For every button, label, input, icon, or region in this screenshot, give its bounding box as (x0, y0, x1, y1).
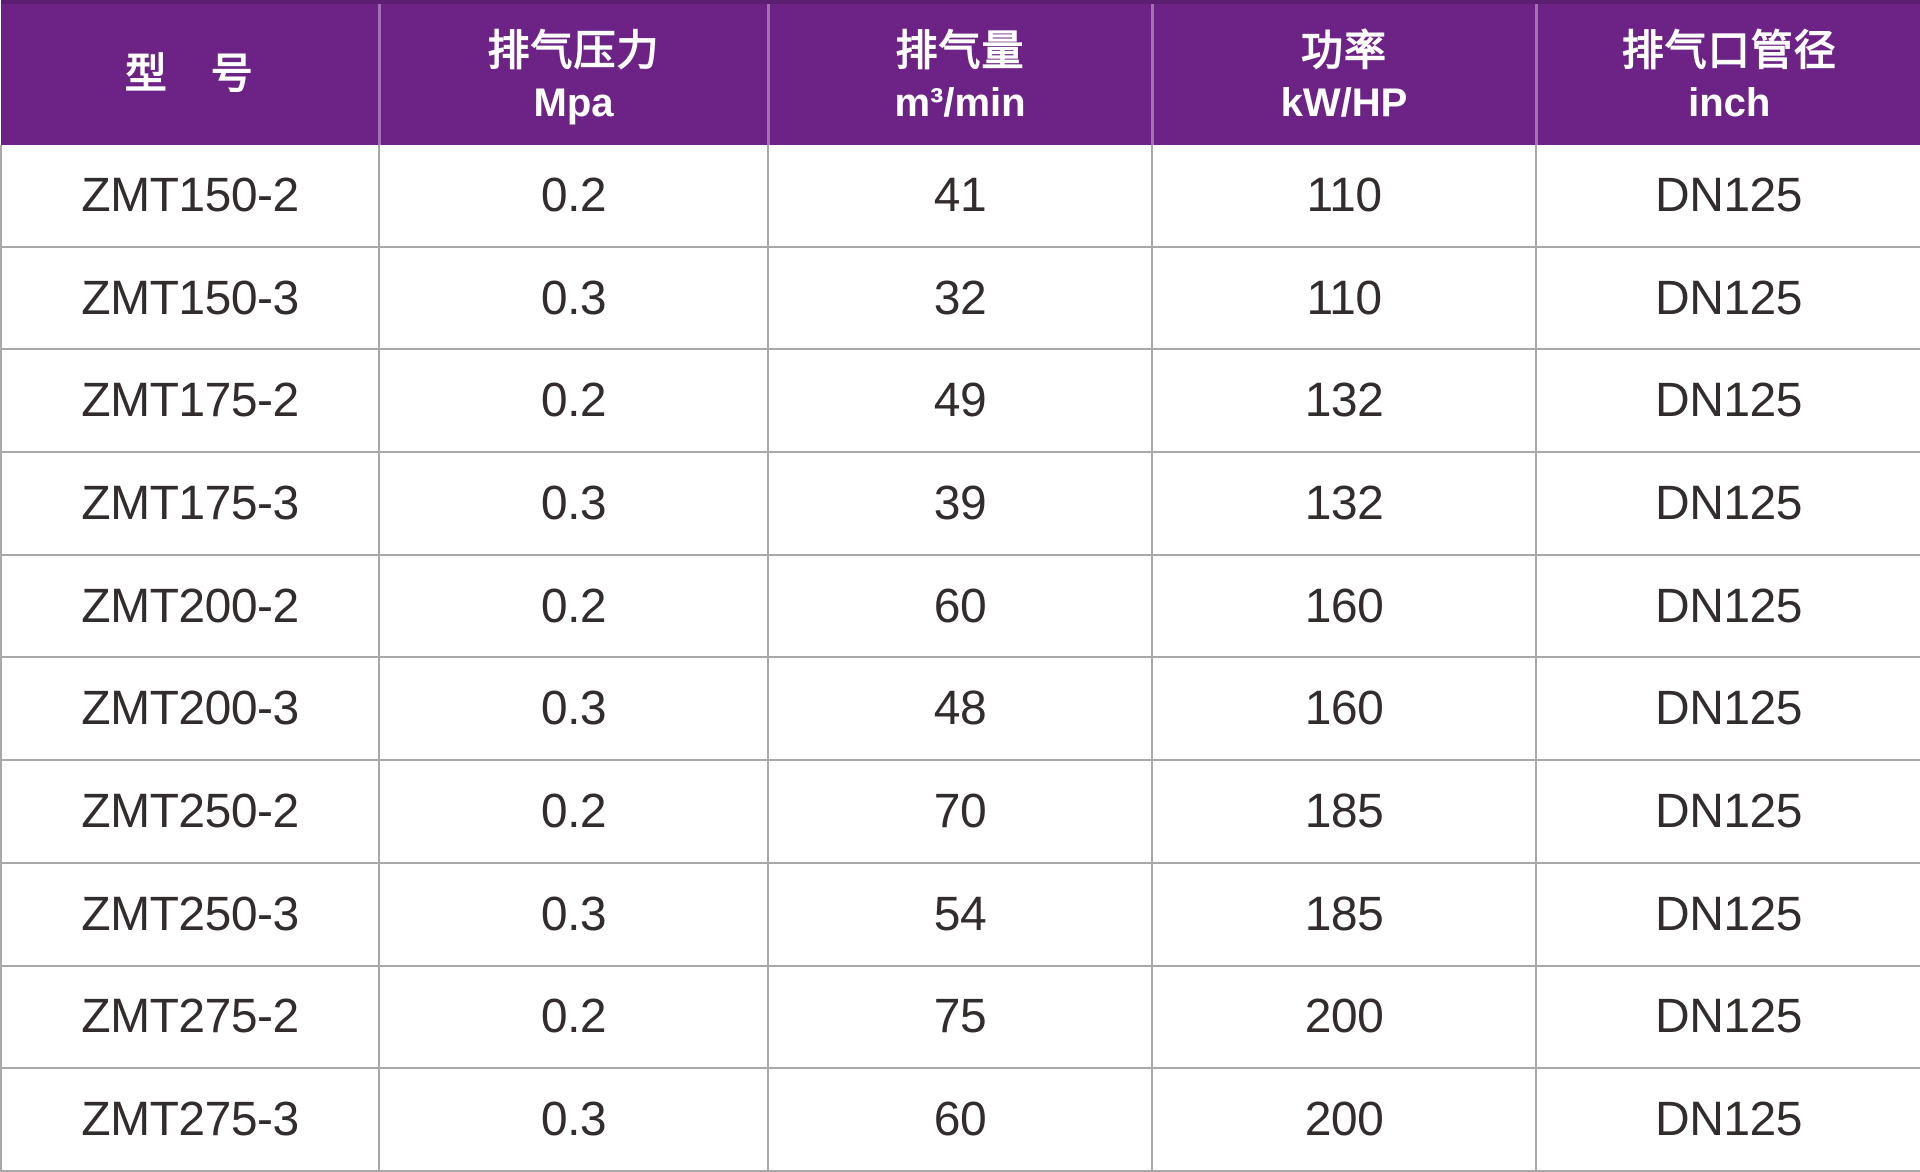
cell-pressure: 0.3 (379, 863, 768, 966)
header-row: 型 号 排气压力 Mpa 排气量 m³/min 功率 kW/HP 排气口管径 i… (1, 2, 1920, 145)
cell-pipe-diameter: DN125 (1536, 657, 1920, 760)
cell-model: ZMT150-2 (1, 145, 379, 247)
cell-power: 110 (1152, 247, 1536, 350)
cell-power: 160 (1152, 657, 1536, 760)
header-power: 功率 kW/HP (1152, 2, 1536, 145)
cell-power: 160 (1152, 555, 1536, 658)
cell-power: 200 (1152, 966, 1536, 1069)
table-header: 型 号 排气压力 Mpa 排气量 m³/min 功率 kW/HP 排气口管径 i… (1, 2, 1920, 145)
header-pipe-diameter-label: 排气口管径 (1538, 23, 1920, 80)
cell-power: 132 (1152, 349, 1536, 452)
cell-pressure: 0.2 (379, 555, 768, 658)
cell-pipe-diameter: DN125 (1536, 555, 1920, 658)
header-displacement: 排气量 m³/min (768, 2, 1152, 145)
cell-displacement: 70 (768, 760, 1152, 863)
header-pressure-label: 排气压力 (381, 23, 767, 80)
cell-pipe-diameter: DN125 (1536, 863, 1920, 966)
cell-pressure: 0.2 (379, 145, 768, 247)
cell-pipe-diameter: DN125 (1536, 247, 1920, 350)
cell-model: ZMT200-2 (1, 555, 379, 658)
cell-model: ZMT175-3 (1, 452, 379, 555)
cell-pressure: 0.2 (379, 349, 768, 452)
cell-pipe-diameter: DN125 (1536, 1068, 1920, 1171)
cell-displacement: 60 (768, 1068, 1152, 1171)
header-displacement-unit: m³/min (770, 80, 1151, 126)
cell-displacement: 75 (768, 966, 1152, 1069)
header-pipe-diameter: 排气口管径 inch (1536, 2, 1920, 145)
cell-power: 110 (1152, 145, 1536, 247)
cell-displacement: 54 (768, 863, 1152, 966)
cell-pressure: 0.3 (379, 657, 768, 760)
cell-pipe-diameter: DN125 (1536, 349, 1920, 452)
cell-model: ZMT200-3 (1, 657, 379, 760)
header-model: 型 号 (1, 2, 379, 145)
cell-pressure: 0.2 (379, 760, 768, 863)
cell-displacement: 32 (768, 247, 1152, 350)
cell-displacement: 49 (768, 349, 1152, 452)
header-power-unit: kW/HP (1154, 80, 1535, 126)
header-pipe-diameter-unit: inch (1538, 80, 1920, 126)
cell-model: ZMT275-2 (1, 966, 379, 1069)
cell-pipe-diameter: DN125 (1536, 760, 1920, 863)
header-pressure: 排气压力 Mpa (379, 2, 768, 145)
cell-power: 185 (1152, 863, 1536, 966)
cell-pressure: 0.2 (379, 966, 768, 1069)
header-power-label: 功率 (1154, 23, 1535, 80)
cell-displacement: 39 (768, 452, 1152, 555)
cell-pressure: 0.3 (379, 452, 768, 555)
cell-pipe-diameter: DN125 (1536, 966, 1920, 1069)
header-pressure-unit: Mpa (381, 80, 767, 126)
cell-model: ZMT250-2 (1, 760, 379, 863)
header-model-label: 型 号 (1, 46, 378, 103)
header-displacement-label: 排气量 (770, 23, 1151, 80)
cell-model: ZMT175-2 (1, 349, 379, 452)
cell-pressure: 0.3 (379, 247, 768, 350)
cell-model: ZMT250-3 (1, 863, 379, 966)
cell-pressure: 0.3 (379, 1068, 768, 1171)
cell-model: ZMT275-3 (1, 1068, 379, 1171)
cell-displacement: 48 (768, 657, 1152, 760)
cell-power: 132 (1152, 452, 1536, 555)
cell-displacement: 41 (768, 145, 1152, 247)
cell-pipe-diameter: DN125 (1536, 145, 1920, 247)
cell-power: 200 (1152, 1068, 1536, 1171)
cell-displacement: 60 (768, 555, 1152, 658)
cell-model: ZMT150-3 (1, 247, 379, 350)
cell-power: 185 (1152, 760, 1536, 863)
cell-pipe-diameter: DN125 (1536, 452, 1920, 555)
